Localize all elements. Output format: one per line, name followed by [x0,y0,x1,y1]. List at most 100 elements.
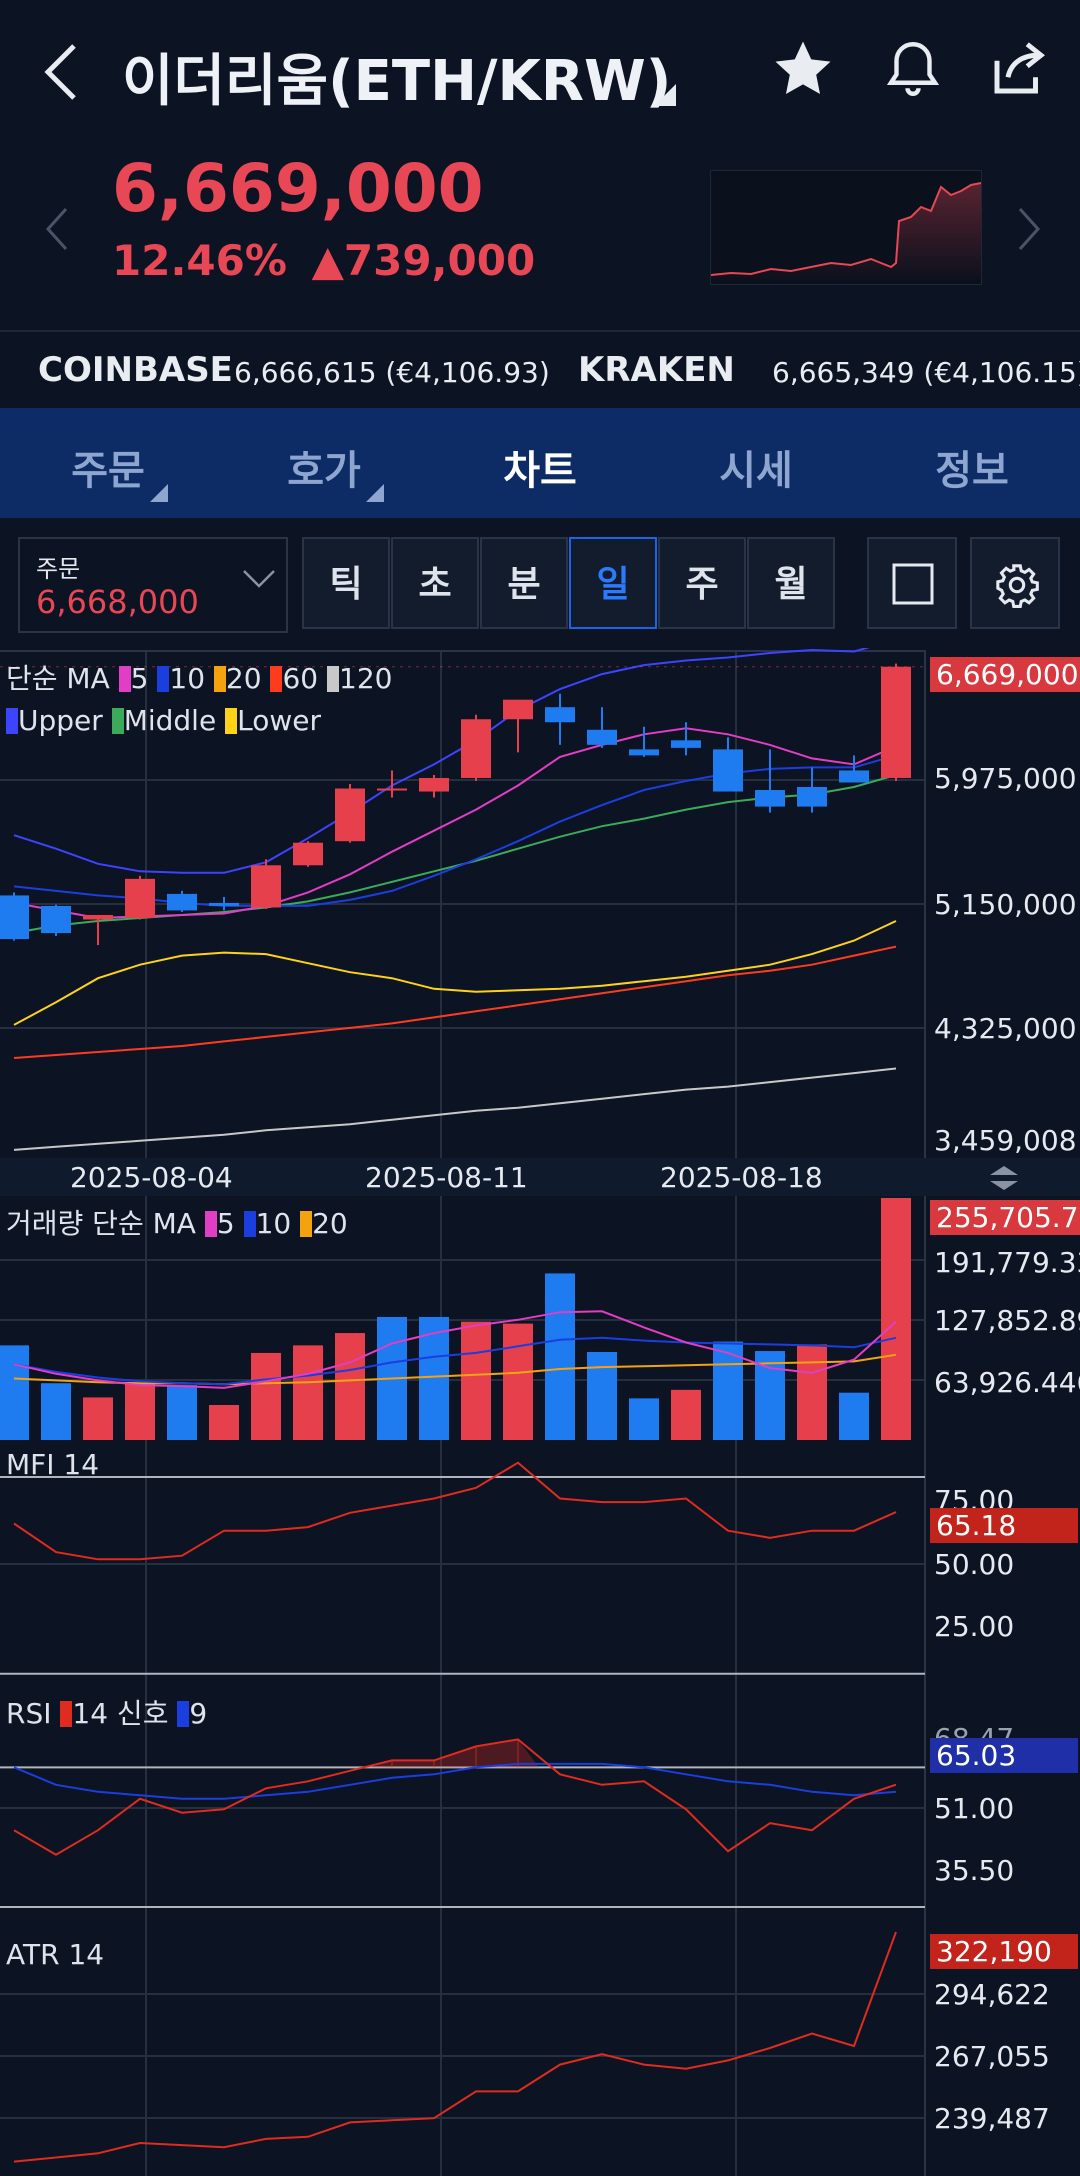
exchange-price-bar [0,330,1080,410]
vol-ma5-swatch [204,1211,217,1237]
tab-market-price[interactable]: 시세 [719,448,793,494]
title-dropdown-icon[interactable] [654,84,676,106]
chart-panels [0,1158,1080,1196]
volume-panel [0,1198,911,1440]
volume-bar [671,1389,701,1440]
price-chart[interactable] [0,648,1080,2176]
volume-bar [839,1392,869,1440]
tab-expand-icon [366,484,384,502]
order-label: 주문 [36,555,81,583]
volume-bar [629,1398,659,1440]
atr-axis-tick: 267,055 [934,2040,1050,2073]
upper-swatch [6,708,18,734]
atr-panel [13,1931,897,2163]
period-tick[interactable]: 틱 [302,537,390,629]
price-change: 12.46% ▲739,000 [112,236,535,285]
candle-body [461,719,491,778]
ma120-swatch [327,666,340,692]
atr-line [13,1931,897,2163]
tab-orderbook[interactable]: 호가 [287,448,361,494]
bb-lower-line [13,920,897,1026]
volume-bar [125,1383,155,1440]
tab-info[interactable]: 정보 [935,448,1009,494]
prev-coin-icon[interactable] [44,206,70,252]
candle-body [671,740,701,748]
candle-body [41,905,71,934]
bollinger-legend: Upper Middle Lower [6,704,321,737]
date-label: 2025-08-18 [660,1161,823,1194]
vol-ma20-label: 20 [312,1207,348,1240]
star-icon[interactable] [770,36,836,102]
volume-axis-tick: 191,779.338 [934,1246,1080,1279]
back-arrow-icon[interactable] [40,40,84,104]
rsi-signal-line [13,1762,897,1800]
vol-ma10-swatch [243,1211,256,1237]
tab-chart[interactable]: 차트 [503,448,577,494]
candle-body [293,842,323,866]
period-month[interactable]: 월 [747,537,835,629]
candle-body [881,666,911,778]
volume-bar [713,1341,743,1440]
candle-body [755,790,785,807]
volume-bar [797,1344,827,1440]
tab-order[interactable]: 주문 [71,448,145,494]
fullscreen-button[interactable] [867,537,957,629]
vol-ma20-swatch [300,1211,313,1237]
page-title[interactable]: 이더리움(ETH/KRW) [122,49,672,114]
mfi-axis-tick: 25.00 [934,1610,1015,1643]
volume-legend-prefix: 거래량 단순 MA [6,1207,196,1240]
volume-bar [881,1198,911,1440]
signal-swatch [177,1701,190,1727]
settings-button[interactable] [970,537,1060,629]
volume-bar [419,1316,449,1440]
period-second[interactable]: 초 [391,537,479,629]
panel-resize-icon[interactable] [986,1164,1022,1196]
rsi-line [13,1738,897,1856]
date-axis-band [0,1158,1080,1196]
vol-ma10-line [13,1336,897,1386]
square-icon [892,563,934,605]
candle-body [335,788,365,842]
order-value: 6,668,000 [36,583,199,621]
current-volume-tag: 255,705.784 [930,1200,1080,1235]
period-week[interactable]: 주 [658,537,746,629]
candle-body [83,914,113,920]
vol-ma10-label: 10 [255,1207,292,1240]
bb-upper-line [13,648,870,874]
candle-body [713,749,743,792]
rsi-legend: RSI 14 신호 9 [6,1692,207,1732]
mini-chart-svg [710,182,982,284]
price-axis-tick: 5,150,000 [934,888,1077,921]
share-icon[interactable] [986,36,1052,102]
price-legend-prefix: 단순 MA [6,662,110,695]
ma10-label: 10 [169,662,206,695]
ma20-swatch [213,666,226,692]
ma20-label: 20 [225,662,262,695]
exchange-value: 6,665,349 (€4,106.15) [772,356,1080,389]
period-minute[interactable]: 분 [480,537,568,629]
volume-bar [209,1404,239,1440]
bell-icon[interactable] [880,36,946,102]
mfi-axis-tick: 50.00 [934,1548,1015,1581]
lower-label: Lower [237,704,321,737]
price-panel [0,648,925,1151]
volume-bar [587,1351,617,1440]
middle-swatch [111,708,124,734]
candle-body [839,770,869,783]
exchange-value: 6,666,615 (€4,106.93) [234,356,550,389]
mini-price-chart[interactable] [710,170,982,285]
volume-bar [251,1352,281,1440]
ma60-label: 60 [282,662,319,695]
period-day[interactable]: 일 [569,537,657,629]
price-axis-tick: 5,975,000 [934,762,1077,795]
candle-body [251,865,281,908]
rsi-hidden-tag: 68.47 [934,1722,1014,1738]
order-price-select[interactable]: 주문 6,668,000 [18,537,288,633]
rsi-period-label: 14 신호 [72,1697,169,1730]
price-axis-tick: 3,459,008 [934,1124,1077,1157]
price-axis-tick: 4,325,000 [934,1012,1077,1045]
next-coin-icon[interactable] [1016,206,1042,252]
ma120-line [13,1067,897,1151]
current-price-tag: 6,669,000 [930,657,1080,692]
candle-body [419,777,449,792]
